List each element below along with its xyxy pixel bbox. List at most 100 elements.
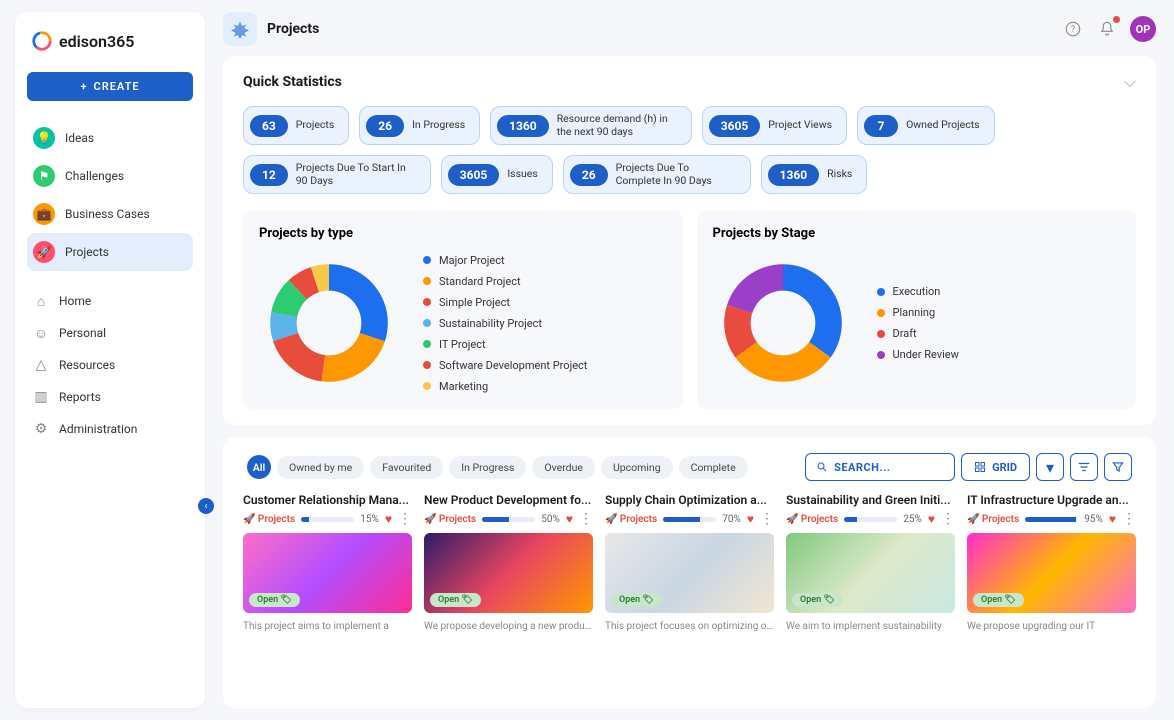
legend-stage: Execution Planning Draft Under Review	[877, 285, 959, 361]
donut-chart-type	[259, 253, 399, 393]
stat-pill[interactable]: 26Projects Due To Complete In 90 Days	[563, 155, 751, 194]
stat-pill[interactable]: 12Projects Due To Start In 90 Days	[243, 155, 431, 194]
favourite-icon[interactable]: ♥	[1109, 512, 1116, 526]
chevron-left-icon: ‹	[204, 501, 207, 512]
legend-item[interactable]: Sustainability Project	[423, 317, 587, 330]
filter-chips: All Owned by me Favourited In Progress Overd…	[247, 455, 748, 479]
legend-item[interactable]: Draft	[877, 327, 959, 340]
sidebar-item-ideas[interactable]: 💡Ideas	[27, 119, 193, 157]
legend-dot	[423, 277, 431, 285]
filter-chip[interactable]: Owned by me	[277, 456, 364, 479]
sidebar-item-reports[interactable]: ▥Reports	[27, 381, 193, 413]
more-icon[interactable]: ⋮	[760, 511, 774, 527]
stat-value: 1360	[768, 164, 820, 186]
stat-label: In Progress	[412, 119, 465, 132]
legend-label: Marketing	[439, 380, 488, 393]
legend-item[interactable]: IT Project	[423, 338, 587, 351]
legend-item[interactable]: Execution	[877, 285, 959, 298]
sidebar-item-business-cases[interactable]: 💼Business Cases	[27, 195, 193, 233]
filter-chip[interactable]: Favourited	[370, 456, 443, 479]
stat-value: 26	[366, 115, 404, 137]
brand-logo[interactable]: edison365	[27, 30, 193, 52]
nav-icon: ⚙	[33, 421, 49, 437]
more-icon[interactable]: ⋮	[1122, 511, 1136, 527]
sidebar-item-projects[interactable]: 🚀Projects	[27, 233, 193, 271]
notifications-button[interactable]	[1096, 18, 1118, 40]
stat-label: Resource demand (h) in the next 90 days	[557, 113, 677, 138]
legend-item[interactable]: Standard Project	[423, 275, 587, 288]
card-description: This project focuses on optimizing our	[605, 621, 774, 632]
nav-label: Administration	[59, 422, 137, 436]
sidebar-item-resources[interactable]: △Resources	[27, 349, 193, 381]
stat-pill[interactable]: 3605Project Views	[702, 106, 847, 145]
stat-label: Projects	[296, 119, 335, 132]
card-title: Customer Relationship Mana...	[243, 493, 412, 507]
nav-label: Business Cases	[65, 207, 150, 221]
progress-bar	[663, 517, 716, 522]
progress-percent: 95%	[1084, 514, 1103, 525]
view-grid-button[interactable]: GRID	[961, 453, 1030, 481]
progress-bar	[844, 517, 897, 522]
progress-bar	[1025, 517, 1078, 522]
legend-item[interactable]: Major Project	[423, 254, 587, 267]
legend-label: Planning	[893, 306, 936, 319]
sidebar-collapse-button[interactable]: ‹	[198, 498, 214, 514]
sidebar-item-administration[interactable]: ⚙ Administration	[27, 413, 193, 445]
legend-item[interactable]: Under Review	[877, 348, 959, 361]
main-content: Projects ? OP Quick Statistics ⌵ 63Proje…	[205, 0, 1174, 720]
nav-label: Ideas	[65, 131, 94, 145]
project-card[interactable]: Supply Chain Optimization a... 🚀 Project…	[605, 493, 774, 632]
sidebar-item-home[interactable]: ⌂Home	[27, 285, 193, 317]
legend-item[interactable]: Software Development Project	[423, 359, 587, 372]
favourite-icon[interactable]: ♥	[385, 512, 392, 526]
stat-pill[interactable]: 1360 Risks	[761, 155, 868, 194]
quick-statistics-panel: Quick Statistics ⌵ 63Projects 26 In Progre…	[223, 56, 1156, 425]
project-card[interactable]: IT Infrastructure Upgrade an... 🚀 Projec…	[967, 493, 1136, 632]
filter-chip-all[interactable]: All	[247, 455, 271, 479]
chart-projects-by-stage: Projects by Stage ExecutionPlanningDraft…	[697, 210, 1137, 409]
legend-item[interactable]: Marketing	[423, 380, 587, 393]
legend-item[interactable]: Planning	[877, 306, 959, 319]
project-card[interactable]: New Product Development fo... 🚀 Projects…	[424, 493, 593, 632]
card-description: We propose developing a new product	[424, 621, 593, 632]
legend-item[interactable]: Simple Project	[423, 296, 587, 309]
favourite-icon[interactable]: ♥	[747, 512, 754, 526]
legend-dot	[877, 330, 885, 338]
progress-bar	[301, 517, 354, 522]
sidebar-item-challenges[interactable]: ⚑Challenges	[27, 157, 193, 195]
stat-pill[interactable]: 1360Resource demand (h) in the next 90 d…	[490, 106, 692, 145]
project-card[interactable]: Sustainability and Green Initi... 🚀 Proj…	[786, 493, 955, 632]
more-icon[interactable]: ⋮	[579, 511, 593, 527]
grid-icon	[974, 461, 986, 473]
stat-value: 12	[250, 164, 288, 186]
legend-label: Standard Project	[439, 275, 521, 288]
favourite-icon[interactable]: ♥	[928, 512, 935, 526]
nav-icon: ⌂	[33, 293, 49, 309]
favourite-icon[interactable]: ♥	[566, 512, 573, 526]
sort-button[interactable]	[1070, 453, 1098, 481]
create-button[interactable]: + CREATE	[27, 72, 193, 101]
user-avatar[interactable]: OP	[1130, 16, 1156, 42]
nav-secondary: ⌂Home☺Personal△Resources▥Reports ⚙ Adminis…	[27, 285, 193, 445]
stat-label: Risks	[827, 168, 852, 181]
quick-stats-title: Quick Statistics	[243, 74, 342, 90]
search-input[interactable]: SEARCH...	[805, 453, 955, 481]
view-dropdown-button[interactable]: ▾	[1036, 453, 1064, 481]
filter-button[interactable]	[1104, 453, 1132, 481]
donut-chart-stage	[713, 253, 853, 393]
more-icon[interactable]: ⋮	[398, 511, 412, 527]
filter-chip[interactable]: Upcoming	[601, 456, 673, 479]
collapse-icon[interactable]: ⌵	[1124, 72, 1136, 92]
stat-pill[interactable]: 3605Issues	[441, 155, 553, 194]
filter-chip[interactable]: Overdue	[532, 456, 595, 479]
stat-pill[interactable]: 7Owned Projects	[857, 106, 995, 145]
stat-value: 7	[864, 115, 898, 137]
sidebar-item-personal[interactable]: ☺Personal	[27, 317, 193, 349]
filter-chip[interactable]: Complete	[679, 456, 748, 479]
stat-pill[interactable]: 63Projects	[243, 106, 349, 145]
more-icon[interactable]: ⋮	[941, 511, 955, 527]
project-card[interactable]: Customer Relationship Mana... 🚀 Projects…	[243, 493, 412, 632]
help-button[interactable]: ?	[1062, 18, 1084, 40]
stat-pill[interactable]: 26 In Progress	[359, 106, 480, 145]
filter-chip[interactable]: In Progress	[449, 456, 526, 479]
